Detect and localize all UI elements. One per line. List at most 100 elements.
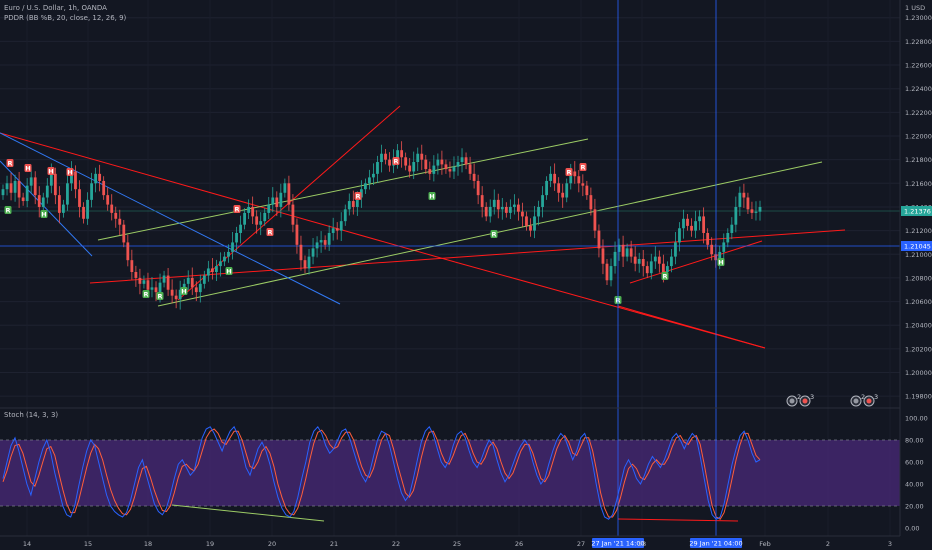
event-badges[interactable]: 2 3 2 3 (786, 393, 878, 407)
event-badge-icon (866, 398, 872, 404)
signal-marker-label: R (267, 229, 272, 237)
candle-body (589, 195, 593, 210)
bear-signal-marker (47, 167, 55, 175)
stoch-legend[interactable]: Stoch (14, 3, 3) (4, 411, 59, 419)
candle-body (557, 183, 561, 193)
candle-body (625, 248, 629, 257)
candle-body (432, 165, 436, 174)
stoch-d-line (2, 428, 761, 520)
candle-body (585, 185, 589, 196)
candle-body (734, 206, 738, 225)
candle-body (484, 206, 488, 217)
bear-signal-marker (24, 164, 32, 172)
signal-marker-label: R (7, 160, 12, 168)
candle-body (436, 159, 440, 166)
candle-body (66, 183, 69, 205)
price-tick-label: 1.22200 (905, 109, 932, 117)
candle-body (561, 192, 565, 198)
bear-signal-marker (579, 163, 587, 171)
time-tick-label: 14 (23, 540, 31, 548)
candle-body (621, 244, 625, 257)
candle-body (452, 166, 456, 172)
candle-body (573, 171, 577, 177)
candle-body (617, 244, 621, 252)
candle-body (569, 171, 573, 184)
candle-body (13, 180, 17, 193)
price-tick-label: 1.22600 (905, 62, 932, 70)
signal-marker-label: H (25, 165, 30, 173)
signal-marker-label: R (143, 291, 148, 299)
stoch-lines (2, 425, 761, 520)
candle-body (605, 263, 609, 281)
candle-body (468, 164, 472, 174)
candle-body (190, 277, 194, 288)
bear-signal-marker (354, 192, 362, 200)
signal-marker-label: H (718, 259, 723, 267)
price-tick-label: 1.23000 (905, 14, 932, 22)
signal-marker-label: H (41, 211, 46, 219)
candle-body (404, 157, 408, 166)
candle-body (674, 242, 677, 257)
candle-body (368, 177, 371, 184)
bull-signal-marker (4, 206, 12, 214)
price-tick-label: 1.19800 (905, 393, 932, 401)
candle-body (508, 206, 512, 213)
candle-body (517, 204, 520, 212)
bull-signal-marker (156, 292, 164, 300)
candle-body (420, 153, 424, 160)
bear-signal-marker (266, 228, 274, 236)
signal-marker-label: R (566, 169, 571, 177)
candle-body (49, 173, 53, 186)
candle-body (57, 195, 61, 213)
candle-body (29, 177, 33, 186)
candle-body (657, 256, 661, 264)
candle-body (259, 221, 263, 225)
candle-body (492, 199, 496, 207)
bull-signal-marker (490, 230, 498, 238)
candle-body (448, 169, 452, 172)
candle-body (178, 289, 182, 300)
candle-body (126, 242, 130, 261)
candle-body (343, 209, 347, 222)
signal-marker-label: H (67, 169, 72, 177)
candle-body (202, 275, 206, 284)
stoch-tick-label: 80.00 (905, 437, 924, 445)
candle-body (363, 183, 367, 190)
candle-body (396, 150, 400, 160)
stoch-tick-label: 20.00 (905, 503, 924, 511)
time-tick-label: 18 (144, 540, 152, 548)
time-tick-label: 22 (392, 540, 400, 548)
candle-body (291, 204, 295, 225)
candle-body (718, 251, 722, 261)
candle-body (166, 275, 170, 290)
indicator-legend[interactable]: PDDR (BB %B, 20, close, 12, 26, 9) (4, 14, 127, 22)
candle-body (118, 218, 122, 225)
symbol-legend[interactable]: Euro / U.S. Dollar, 1h, OANDA (4, 4, 107, 12)
candle-body (251, 206, 255, 217)
bull-signal-marker (717, 258, 725, 266)
bear-signal-marker (6, 159, 14, 167)
signal-marker-label: R (662, 273, 667, 281)
candle-body (263, 212, 267, 222)
candle-body (299, 244, 303, 261)
bull-signal-marker (40, 210, 48, 218)
price-tick-label: 1.22800 (905, 38, 932, 46)
time-tick-label: 15 (84, 540, 92, 548)
trend-line-red (617, 305, 766, 349)
candle-body (726, 232, 730, 243)
candle-body (323, 240, 327, 245)
candle-body (82, 206, 85, 219)
candle-body (577, 176, 581, 184)
candle-body (746, 197, 750, 210)
stoch-tick-label: 0.00 (905, 525, 919, 533)
candle-body (641, 258, 645, 267)
candle-body (698, 216, 702, 222)
candle-body (637, 258, 641, 264)
event-badge-count: 3 (810, 393, 814, 401)
candle-body (690, 225, 693, 231)
candle-body (9, 183, 13, 193)
candle-body (25, 185, 29, 202)
candle-body (694, 221, 697, 231)
candle-body (472, 173, 476, 181)
